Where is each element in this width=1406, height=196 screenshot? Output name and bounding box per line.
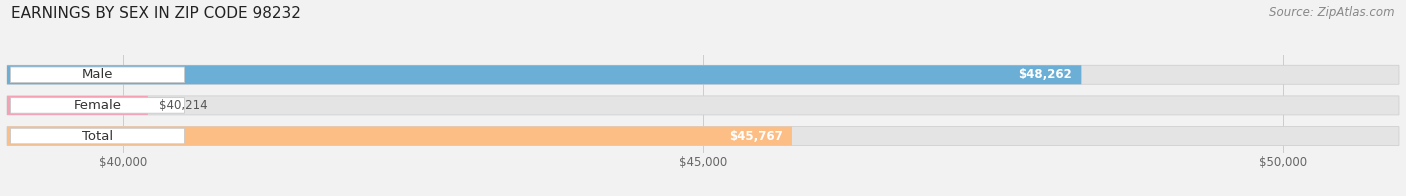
FancyBboxPatch shape bbox=[7, 96, 148, 115]
Text: $45,767: $45,767 bbox=[728, 130, 783, 142]
FancyBboxPatch shape bbox=[7, 65, 1399, 84]
Text: Male: Male bbox=[82, 68, 114, 81]
Text: Source: ZipAtlas.com: Source: ZipAtlas.com bbox=[1270, 6, 1395, 19]
Text: $48,262: $48,262 bbox=[1018, 68, 1073, 81]
Text: Total: Total bbox=[82, 130, 112, 142]
FancyBboxPatch shape bbox=[7, 127, 1399, 145]
FancyBboxPatch shape bbox=[7, 127, 792, 145]
FancyBboxPatch shape bbox=[7, 65, 1081, 84]
Text: EARNINGS BY SEX IN ZIP CODE 98232: EARNINGS BY SEX IN ZIP CODE 98232 bbox=[11, 6, 301, 21]
FancyBboxPatch shape bbox=[10, 98, 184, 113]
FancyBboxPatch shape bbox=[10, 67, 184, 83]
Text: Female: Female bbox=[73, 99, 121, 112]
FancyBboxPatch shape bbox=[10, 128, 184, 144]
Text: $40,214: $40,214 bbox=[159, 99, 208, 112]
FancyBboxPatch shape bbox=[7, 96, 1399, 115]
